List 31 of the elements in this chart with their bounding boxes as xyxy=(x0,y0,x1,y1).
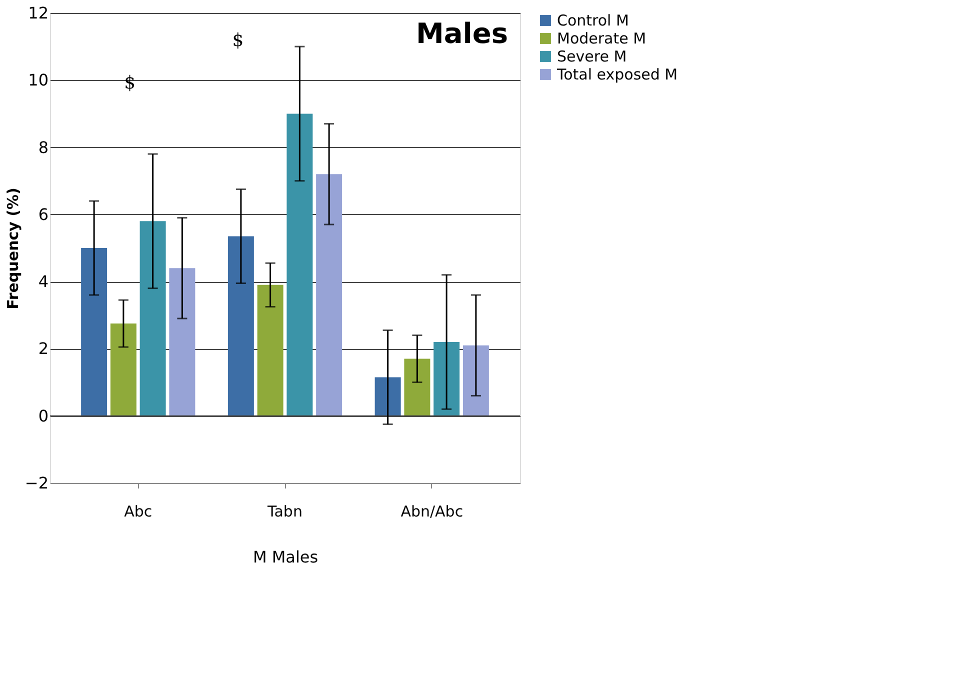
bar xyxy=(434,342,460,416)
bar xyxy=(374,377,401,416)
legend-label: Total exposed M xyxy=(556,66,678,84)
y-tick-label: 6 xyxy=(38,204,48,224)
bar xyxy=(110,324,136,416)
legend-label: Severe M xyxy=(557,48,627,66)
y-axis-title: Frequency (%) xyxy=(4,188,22,310)
bar xyxy=(228,236,254,416)
bar xyxy=(257,284,284,416)
bar xyxy=(81,248,108,416)
legend-label: Control M xyxy=(557,12,629,30)
x-tick-label: Tabn xyxy=(266,502,302,520)
bar xyxy=(140,221,166,416)
y-tick-label: 4 xyxy=(38,272,48,292)
x-tick-label: Abc xyxy=(124,502,152,520)
chart-title: Males xyxy=(416,17,508,50)
bar xyxy=(169,268,196,416)
y-tick-label: −2 xyxy=(24,474,48,492)
bar xyxy=(286,114,313,416)
annotation: $ xyxy=(232,30,244,52)
legend-label: Moderate M xyxy=(557,30,646,48)
x-tick-label: Abn/Abc xyxy=(400,502,464,520)
y-tick-label: 0 xyxy=(38,406,48,426)
bar xyxy=(462,345,489,416)
bar xyxy=(316,174,342,416)
y-tick-label: 12 xyxy=(28,4,48,22)
bar xyxy=(404,358,430,416)
y-tick-label: 2 xyxy=(38,339,48,358)
y-tick-label: 10 xyxy=(28,70,48,90)
y-tick-label: 8 xyxy=(38,138,48,157)
x-axis-title: M Males xyxy=(252,548,318,566)
